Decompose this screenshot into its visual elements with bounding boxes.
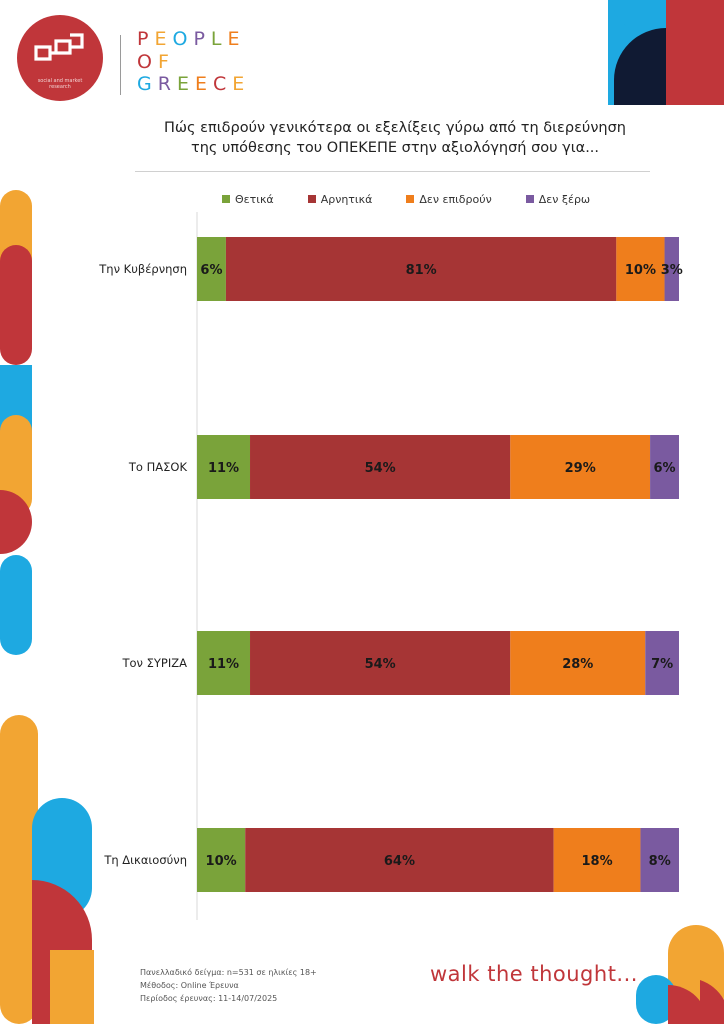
footer-period: Περίοδος έρευνας: 11-14/07/2025 xyxy=(140,994,278,1003)
brand-letter: L xyxy=(210,28,228,50)
bar-segment xyxy=(664,237,679,301)
footer-sample: Πανελλαδικό δείγμα: n=531 σε ηλικίες 18+ xyxy=(140,968,317,977)
legend-label: Δεν επιδρούν xyxy=(419,192,492,206)
category-label: Τον ΣΥΡΙΖΑ xyxy=(121,656,187,670)
brand-letter: G xyxy=(137,73,158,95)
brand-letter: E xyxy=(176,73,195,95)
data-label: 18% xyxy=(581,854,612,869)
legend-swatch xyxy=(406,195,415,203)
chart-legend: Θετικά Αρνητικά Δεν επιδρούν Δεν ξέρω xyxy=(222,190,624,208)
footer-notes: Πανελλαδικό δείγμα: n=531 σε ηλικίες 18+… xyxy=(140,966,317,1005)
bar-segment xyxy=(616,237,665,301)
data-label: 3% xyxy=(661,263,683,278)
brand-logo xyxy=(17,15,103,101)
tagline: walk the thought... xyxy=(430,962,638,986)
bar-segment xyxy=(640,828,679,892)
category-label: Την Κυβέρνηση xyxy=(98,262,187,276)
data-label: 11% xyxy=(208,657,239,672)
category-label: Το ΠΑΣΟΚ xyxy=(128,460,188,474)
legend-swatch xyxy=(222,195,230,203)
data-label: 64% xyxy=(384,854,415,869)
brand-letter: F xyxy=(157,51,175,73)
data-label: 54% xyxy=(365,657,396,672)
category-label: Τη Δικαιοσύνη xyxy=(103,853,187,867)
bar-segment xyxy=(197,631,251,695)
brand-letter: P xyxy=(193,28,211,50)
chart-title: Πώς επιδρούν γενικότερα οι εξελίξεις γύρ… xyxy=(120,118,670,158)
brand-name-line-3: GREECE xyxy=(137,73,250,95)
data-label: 11% xyxy=(208,461,239,476)
brand-letter: E xyxy=(154,28,173,50)
brand-letter: E xyxy=(232,73,251,95)
brand-letter: R xyxy=(157,73,177,95)
bar-segment xyxy=(225,237,617,301)
data-label: 8% xyxy=(649,854,671,869)
logo-subtitle: social and market research xyxy=(37,78,83,90)
title-divider xyxy=(135,171,650,172)
brand-letter: C xyxy=(212,73,233,95)
brand-letter: O xyxy=(137,51,158,73)
data-label: 7% xyxy=(651,657,673,672)
bar-segment xyxy=(197,828,246,892)
brand-name-line-1: PEOPLE xyxy=(137,28,246,50)
bar-segment xyxy=(197,237,226,301)
data-label: 6% xyxy=(654,461,676,476)
data-label: 10% xyxy=(625,263,656,278)
brand-letter: E xyxy=(227,28,246,50)
data-label: 29% xyxy=(565,461,596,476)
brand-letter: E xyxy=(194,73,213,95)
data-label: 54% xyxy=(365,461,396,476)
data-label: 10% xyxy=(206,854,237,869)
legend-item: Αρνητικά xyxy=(307,190,373,208)
bar-segment xyxy=(197,435,251,499)
legend-item: Θετικά xyxy=(222,190,274,208)
legend-label: Δεν ξέρω xyxy=(538,192,591,206)
bar-segment xyxy=(250,435,511,499)
brand-logo-mark-icon xyxy=(34,33,84,61)
legend-item: Δεν επιδρούν xyxy=(406,190,492,208)
bar-segment xyxy=(510,631,646,695)
data-label: 81% xyxy=(406,263,437,278)
legend-swatch xyxy=(307,195,316,203)
legend-swatch xyxy=(525,195,534,203)
bar-segment xyxy=(645,631,679,695)
brand-name-line-2: OF xyxy=(137,51,175,73)
bar-segment xyxy=(650,435,679,499)
logo-divider xyxy=(120,35,121,95)
brand-letter: O xyxy=(172,28,194,50)
chart-title-line-2: της υπόθεσης του ΟΠΕΚΕΠΕ στην αξιολόγησή… xyxy=(190,140,600,156)
bar-segment xyxy=(553,828,641,892)
legend-label: Αρνητικά xyxy=(320,192,373,206)
brand-letter: P xyxy=(137,28,155,50)
data-label: 6% xyxy=(200,263,222,278)
bar-segment xyxy=(245,828,554,892)
footer-method: Μέθοδος: Online Έρευνα xyxy=(140,981,239,990)
bar-segment xyxy=(510,435,651,499)
legend-label: Θετικά xyxy=(235,192,274,206)
bar-segment xyxy=(250,631,511,695)
data-label: 28% xyxy=(562,657,593,672)
legend-item: Δεν ξέρω xyxy=(525,190,591,208)
chart-title-line-1: Πώς επιδρούν γενικότερα οι εξελίξεις γύρ… xyxy=(164,120,626,136)
